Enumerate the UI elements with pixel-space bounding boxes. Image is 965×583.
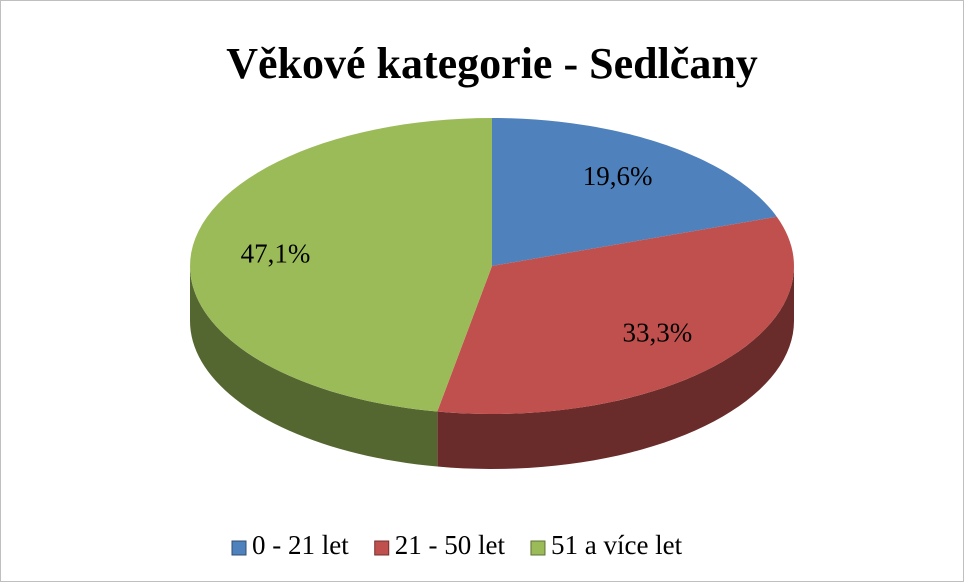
data-label: 33,3% xyxy=(622,317,692,347)
chart-title: Věkové kategorie - Sedlčany xyxy=(226,39,758,88)
legend-swatch xyxy=(231,540,247,556)
legend-label: 0 - 21 let xyxy=(252,530,349,560)
pie-slice xyxy=(492,118,777,266)
legend-label: 51 a více let xyxy=(551,530,683,560)
data-label: 47,1% xyxy=(241,239,311,269)
pie-slice xyxy=(190,118,492,412)
legend-swatch xyxy=(530,540,546,556)
slice-side xyxy=(437,266,794,469)
slice-side xyxy=(190,266,438,467)
data-label: 19,6% xyxy=(583,161,653,191)
legend-label: 21 - 50 let xyxy=(395,530,506,560)
legend-swatch xyxy=(374,540,390,556)
pie-slice xyxy=(437,216,794,414)
